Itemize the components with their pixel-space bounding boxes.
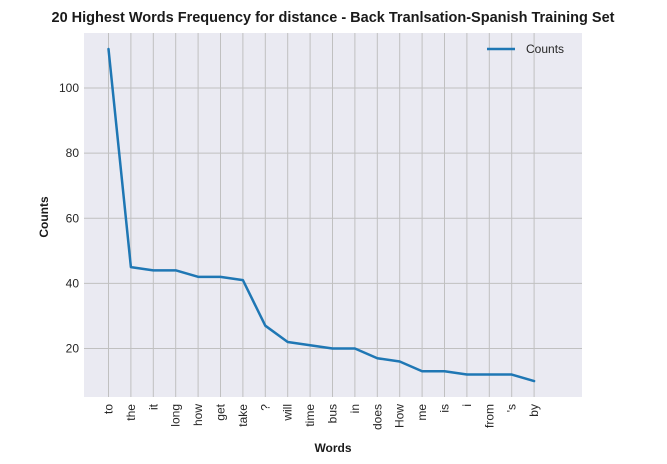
y-tick-label: 100 (59, 81, 79, 95)
grid (84, 33, 582, 397)
x-tick-label: take (236, 404, 250, 427)
legend-label-counts: Counts (526, 42, 564, 56)
y-tick-labels: 20 40 60 80 100 (59, 81, 79, 355)
x-tick-label: me (415, 404, 429, 421)
x-tick-label: 's (505, 404, 519, 412)
y-axis-label: Counts (37, 196, 51, 238)
y-tick-label: 80 (66, 146, 80, 160)
y-tick-label: 20 (66, 341, 80, 355)
x-tick-label: to (102, 404, 116, 414)
x-tick-labels: to the it long how get take? will time bus in does H… (102, 403, 542, 430)
x-tick-label: time (303, 404, 317, 427)
x-tick-label: in (348, 404, 362, 413)
x-tick-label: from (482, 404, 496, 428)
x-tick-label: get (214, 403, 228, 420)
y-tick-label: 40 (66, 276, 80, 290)
x-tick-label: is (438, 404, 452, 413)
x-tick-label: does (370, 404, 384, 430)
x-tick-label: how (191, 404, 205, 426)
x-axis-label: Words (314, 441, 351, 455)
x-tick-label: How (393, 404, 407, 428)
y-tick-label: 60 (66, 211, 80, 225)
series-layer (107, 47, 536, 383)
x-tick-label: i (460, 404, 474, 407)
series-line-counts (107, 47, 536, 383)
x-tick-label: by (527, 404, 541, 417)
x-tick-label: bus (326, 404, 340, 423)
x-tick-label: it (146, 403, 160, 410)
x-tick-label: ? (258, 404, 272, 411)
x-tick-label: long (169, 404, 183, 427)
legend: Counts (487, 42, 564, 56)
x-tick-label: the (124, 404, 138, 421)
chart-title: 20 Highest Words Frequency for distance … (52, 10, 615, 26)
x-tick-label: will (281, 404, 295, 422)
